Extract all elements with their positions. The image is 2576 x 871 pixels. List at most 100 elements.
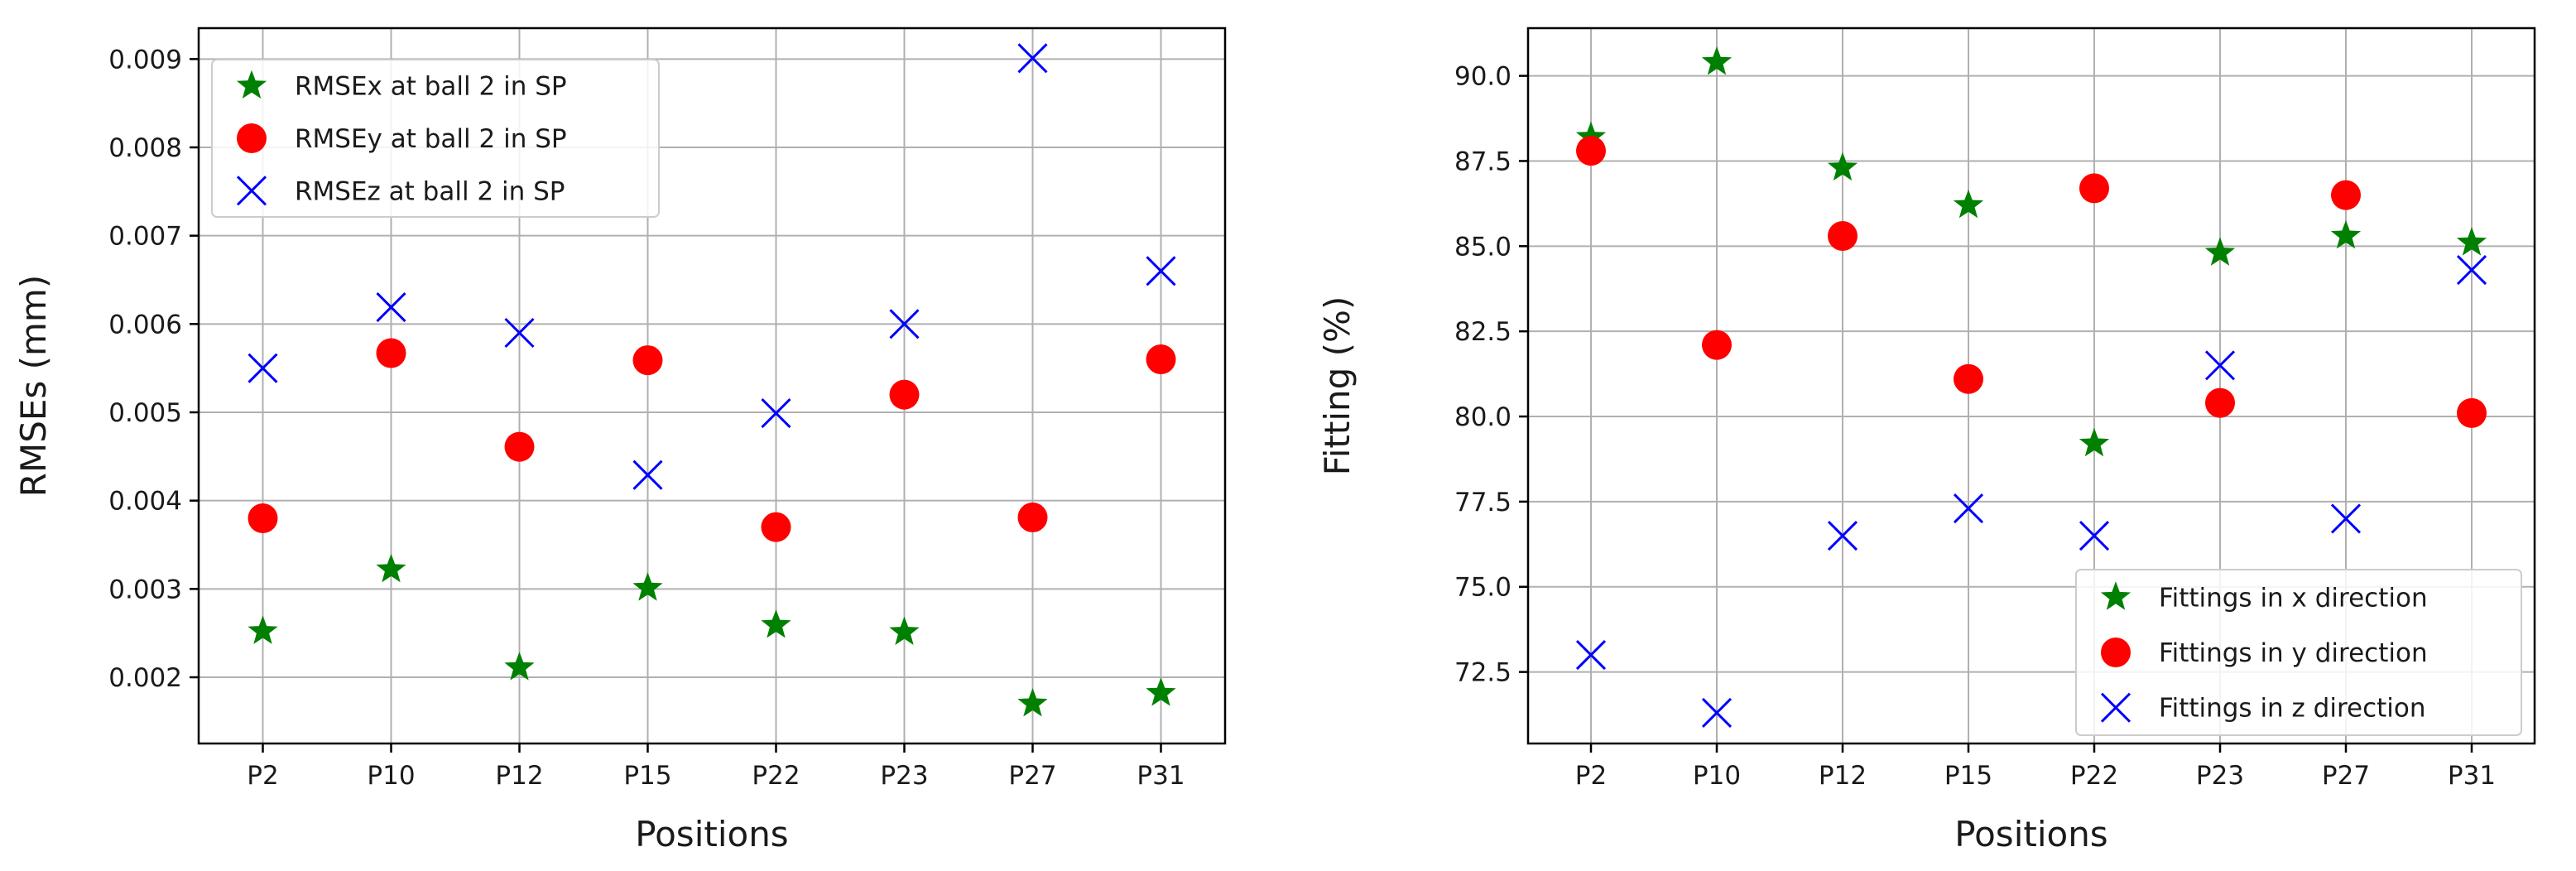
series-x xyxy=(248,43,1176,490)
data-point-circle xyxy=(2205,387,2235,418)
data-point-star xyxy=(2204,237,2236,266)
data-point-star xyxy=(1827,152,1858,181)
data-point-x xyxy=(1146,256,1176,286)
data-point-x xyxy=(1827,520,1858,551)
data-point-circle xyxy=(1146,344,1176,374)
data-point-x xyxy=(248,353,278,383)
x-tick-label: P31 xyxy=(1137,761,1185,791)
x-tick-label: P27 xyxy=(1008,761,1056,791)
legend-marker-x xyxy=(2100,692,2131,723)
legend: RMSEx at ball 2 in SP RMSEy at ball 2 in … xyxy=(211,59,660,218)
data-point-circle xyxy=(1828,220,1858,251)
data-point-x xyxy=(632,460,663,490)
data-point-x xyxy=(1953,493,1984,524)
data-point-star xyxy=(1953,189,1984,219)
data-point-star xyxy=(2079,427,2110,457)
y-tick-label: 0.006 xyxy=(108,310,182,339)
y-tick-label: 0.009 xyxy=(108,45,182,75)
legend-label: RMSEz at ball 2 in SP xyxy=(295,176,565,206)
series-circle xyxy=(248,338,1176,542)
series-circle xyxy=(1576,136,2487,428)
y-tick-label: 77.5 xyxy=(1454,488,1511,517)
data-point-circle xyxy=(1576,136,1606,166)
x-tick-label: P12 xyxy=(495,761,543,791)
x-tick-label: P23 xyxy=(2196,761,2244,791)
data-point-circle xyxy=(504,431,535,462)
rmse-chart: P2 P10 P12 P15 P22 P23 P27 P31 0.002 0.003 0.004 0.… xyxy=(13,26,1227,854)
series-star xyxy=(1575,46,2487,457)
y-tick-label: 75.0 xyxy=(1454,573,1511,603)
x-tick-label: P27 xyxy=(2322,761,2370,791)
y-tick-label: 0.004 xyxy=(108,487,182,517)
fitting-chart: P2 P10 P12 P15 P22 P23 P27 P31 72.5 75.0 77.5 80.0 8… xyxy=(1317,26,2536,854)
data-point-x xyxy=(1017,43,1048,74)
x-tick-label: P23 xyxy=(880,761,928,791)
data-point-x xyxy=(376,292,406,323)
data-point-x xyxy=(504,317,535,349)
legend-label: RMSEy at ball 2 in SP xyxy=(295,124,567,154)
data-point-circle xyxy=(632,345,663,376)
data-point-circle xyxy=(1702,330,1732,360)
data-point-x xyxy=(2204,350,2236,381)
data-point-x xyxy=(2456,255,2487,286)
x-tick-label: P10 xyxy=(1693,761,1741,791)
data-point-star xyxy=(761,609,791,638)
x-axis-title: Positions xyxy=(635,814,788,854)
y-tick-label: 90.0 xyxy=(1454,62,1511,92)
y-tick-label: 0.007 xyxy=(108,222,182,252)
legend: Fittings in x direction Fittings in y dir… xyxy=(2075,569,2522,736)
series-x xyxy=(1575,255,2487,729)
data-point-circle xyxy=(1017,502,1048,532)
y-tick-label: 0.008 xyxy=(108,133,182,163)
data-point-star xyxy=(376,553,406,583)
y-tick-label: 82.5 xyxy=(1454,317,1511,347)
legend-label: RMSEx at ball 2 in SP xyxy=(295,72,567,102)
plot-frame xyxy=(1526,26,2536,745)
data-point-star xyxy=(889,616,920,645)
series-star xyxy=(248,553,1176,717)
data-point-circle xyxy=(1954,363,1983,394)
y-tick-label: 0.003 xyxy=(108,575,182,604)
data-point-x xyxy=(2330,503,2362,534)
data-point-star xyxy=(1701,46,1733,75)
data-point-x xyxy=(889,309,920,339)
data-point-circle xyxy=(376,338,406,368)
data-point-x xyxy=(761,398,791,429)
data-point-star xyxy=(1017,688,1048,717)
legend-marker-circle xyxy=(2101,638,2131,667)
legend-label: Fittings in y direction xyxy=(2159,638,2428,668)
data-point-circle xyxy=(2079,173,2109,204)
x-tick-label: P22 xyxy=(752,761,800,791)
y-tick-label: 80.0 xyxy=(1454,402,1511,432)
legend-marker-circle xyxy=(237,123,267,153)
x-tick-label: P2 xyxy=(247,761,278,791)
y-tick-label: 72.5 xyxy=(1454,658,1511,688)
data-point-star xyxy=(248,615,278,644)
data-point-star xyxy=(632,572,663,601)
x-tick-label: P15 xyxy=(1944,761,1992,791)
plot-frame xyxy=(197,26,1227,745)
legend-marker-star xyxy=(2100,581,2131,610)
data-point-x xyxy=(2079,520,2110,551)
legend-marker-x xyxy=(236,176,267,206)
legend-box xyxy=(2075,569,2522,736)
data-point-x xyxy=(1701,697,1733,729)
y-tick-label: 85.0 xyxy=(1454,232,1511,262)
y-axis-title: RMSEs (mm) xyxy=(13,275,54,497)
y-axis-title: Fitting (%) xyxy=(1317,296,1358,476)
x-tick-label: P2 xyxy=(1575,761,1607,791)
data-point-circle xyxy=(2457,397,2487,428)
legend-label: Fittings in x direction xyxy=(2159,583,2428,613)
x-tick-label: P15 xyxy=(623,761,671,791)
y-tick-label: 0.002 xyxy=(108,663,182,693)
data-point-star xyxy=(1575,121,1607,150)
x-axis-title: Positions xyxy=(1954,814,2107,854)
legend-marker-star xyxy=(236,70,267,99)
data-point-star xyxy=(2456,227,2487,256)
data-point-circle xyxy=(248,503,278,533)
legend-box xyxy=(211,59,660,218)
data-point-star xyxy=(504,652,535,681)
x-tick-label: P12 xyxy=(1819,761,1867,791)
data-point-circle xyxy=(889,379,920,410)
